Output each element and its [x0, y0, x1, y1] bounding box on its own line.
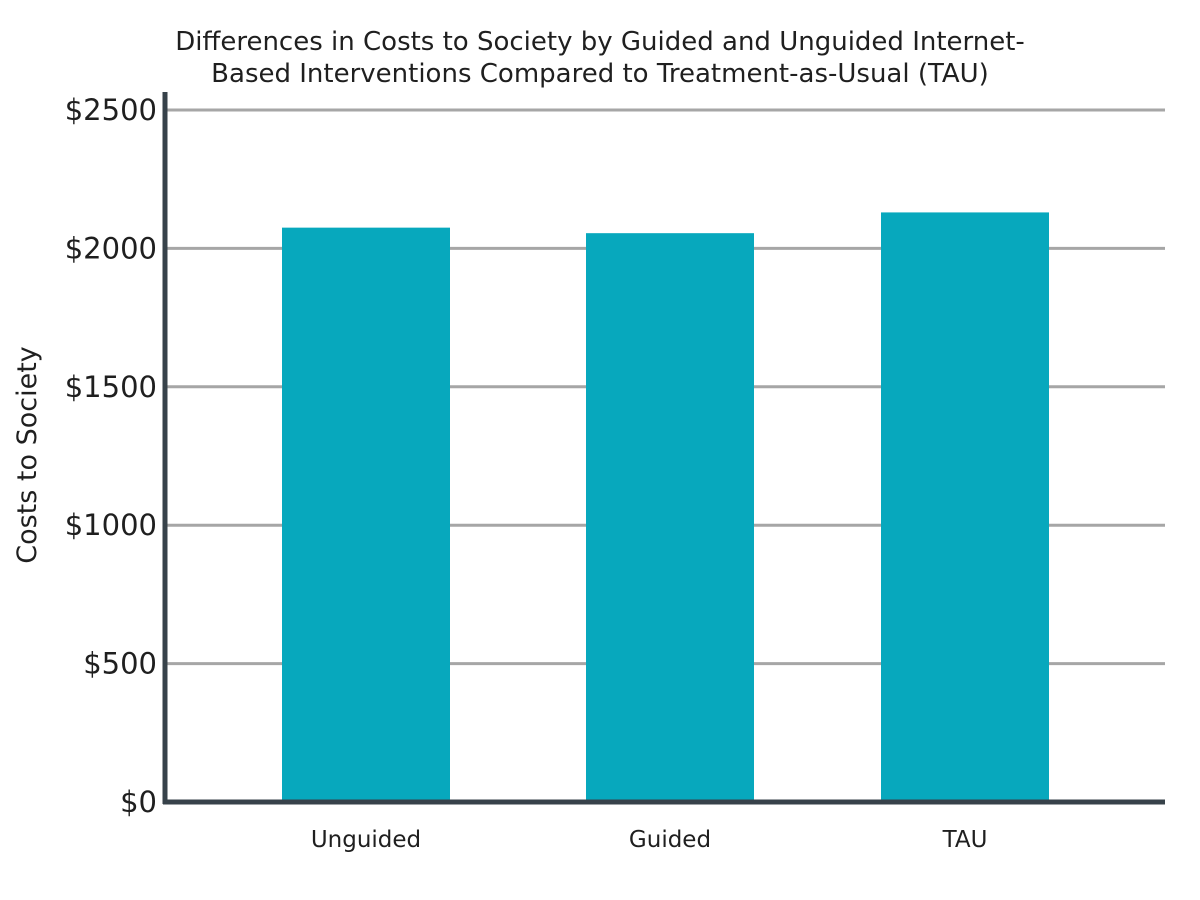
- y-tick-label: $500: [83, 647, 157, 681]
- y-tick-label: $2500: [65, 93, 157, 127]
- y-axis-label: Costs to Society: [12, 346, 43, 564]
- bar-guided: [586, 233, 754, 802]
- chart-title: Differences in Costs to Society by Guide…: [175, 27, 1025, 89]
- x-tick-label: TAU: [942, 827, 988, 853]
- bar-tau: [881, 212, 1049, 802]
- x-tick-label: Guided: [629, 827, 711, 853]
- y-tick-label: $1500: [65, 370, 157, 404]
- bar-unguided: [282, 227, 450, 802]
- y-tick-label: $2000: [65, 231, 157, 265]
- y-tick-label: $1000: [65, 508, 157, 542]
- chart-title-line-1: Differences in Costs to Society by Guide…: [175, 27, 1025, 57]
- y-axis-ticks: $0 $500 $1000 $1500 $2000 $2500: [65, 93, 157, 819]
- bars: [282, 212, 1049, 802]
- x-tick-label: Unguided: [311, 827, 421, 853]
- x-axis-ticks: Unguided Guided TAU: [311, 827, 988, 853]
- y-tick-label: $0: [120, 785, 157, 819]
- chart-title-line-2: Based Interventions Compared to Treatmen…: [211, 59, 989, 89]
